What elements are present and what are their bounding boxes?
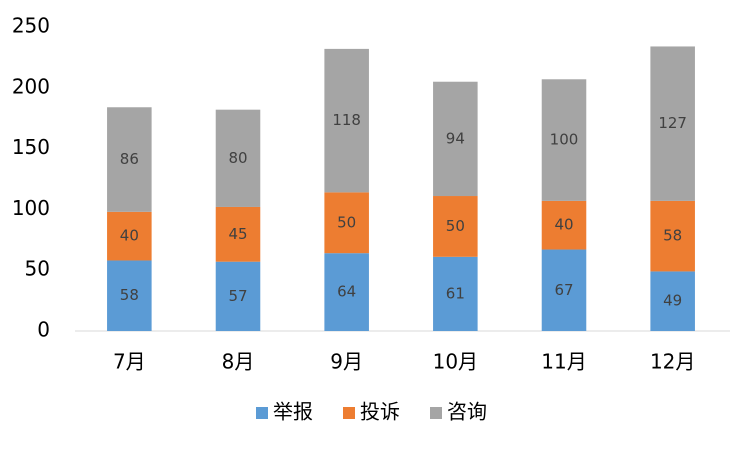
y-tick-label: 200 [12,74,50,98]
bar-segment [107,107,152,212]
data-label: 57 [228,287,247,305]
data-label: 58 [663,227,682,245]
x-tick-label: 10月 [433,350,478,374]
data-label: 50 [446,217,465,235]
data-label: 40 [554,216,573,234]
bar-segment [107,260,152,331]
data-label: 45 [228,225,247,243]
data-label: 58 [120,286,139,304]
data-label: 64 [337,283,356,301]
y-tick-label: 100 [12,196,50,220]
bar-segment [433,256,478,331]
bar-segment [215,261,261,331]
data-label: 127 [658,114,687,132]
bar-segment [324,192,369,254]
y-tick-label: 250 [12,14,50,38]
legend-label: 投诉 [360,400,400,424]
bar-segment [541,79,587,201]
bar-segment [541,200,587,250]
y-tick-label: 150 [12,135,50,159]
bar-segment [541,249,587,331]
x-tick-label: 12月 [650,350,695,374]
bar-segment [650,46,695,201]
data-label: 94 [446,129,465,147]
bar-segment [650,200,695,272]
data-label: 67 [554,281,573,299]
bar-segment [107,211,152,261]
legend-swatch [256,407,268,419]
data-label: 118 [332,111,361,129]
legend-swatch [343,407,355,419]
data-label: 100 [550,131,579,149]
data-label: 61 [446,284,465,302]
bar-segment [433,196,478,257]
legend-swatch [430,407,442,419]
x-tick-label: 7月 [113,350,146,374]
data-label: 49 [663,292,682,310]
data-label: 86 [120,150,139,168]
x-tick-label: 9月 [330,350,363,374]
y-tick-label: 0 [37,318,50,342]
data-label: 80 [228,149,247,167]
x-tick-label: 11月 [541,350,586,374]
legend-label: 举报 [273,400,313,424]
legend-label: 咨询 [447,400,487,424]
y-tick-label: 50 [25,257,50,281]
bar-segment [215,206,261,262]
bar-segment [324,48,369,193]
data-label: 40 [120,227,139,245]
x-tick-label: 8月 [222,350,255,374]
bar-segment [433,81,478,197]
bar-segment [650,271,695,331]
data-label: 50 [337,213,356,231]
bar-segment [215,109,261,207]
bar-segment [324,253,369,331]
